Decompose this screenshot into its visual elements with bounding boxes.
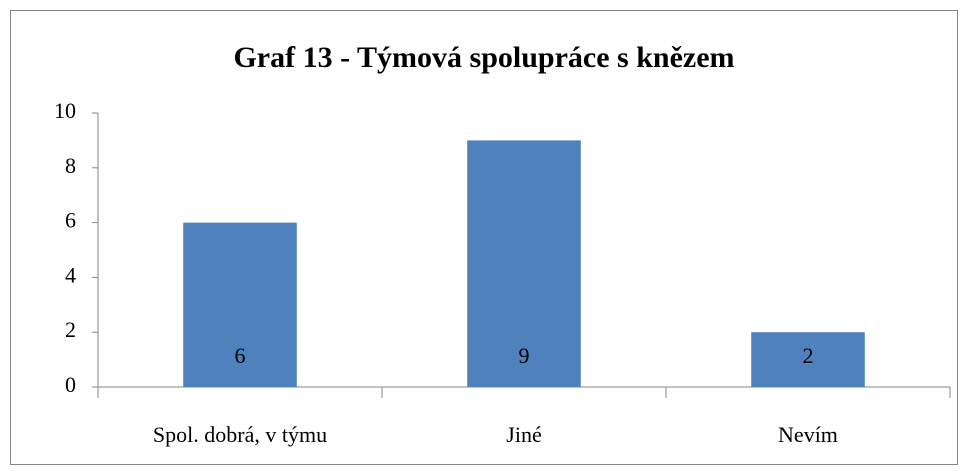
bar	[183, 222, 297, 387]
y-tick-label: 2	[65, 317, 76, 342]
y-tick-label: 4	[65, 262, 76, 287]
y-tick-label: 8	[65, 153, 76, 178]
data-label: 9	[519, 343, 530, 368]
chart-title: Graf 13 - Týmová spolupráce s knězem	[233, 41, 734, 74]
x-tick-label: Spol. dobrá, v týmu	[153, 422, 327, 447]
bar	[467, 140, 581, 387]
bar	[751, 332, 865, 387]
y-tick-label: 6	[65, 208, 76, 233]
x-tick-label: Nevím	[778, 422, 838, 447]
y-tick-label: 0	[65, 372, 76, 397]
y-tick-label: 10	[54, 98, 76, 123]
data-label: 2	[803, 343, 814, 368]
x-tick-label: Jiné	[506, 422, 541, 447]
data-label: 6	[235, 343, 246, 368]
